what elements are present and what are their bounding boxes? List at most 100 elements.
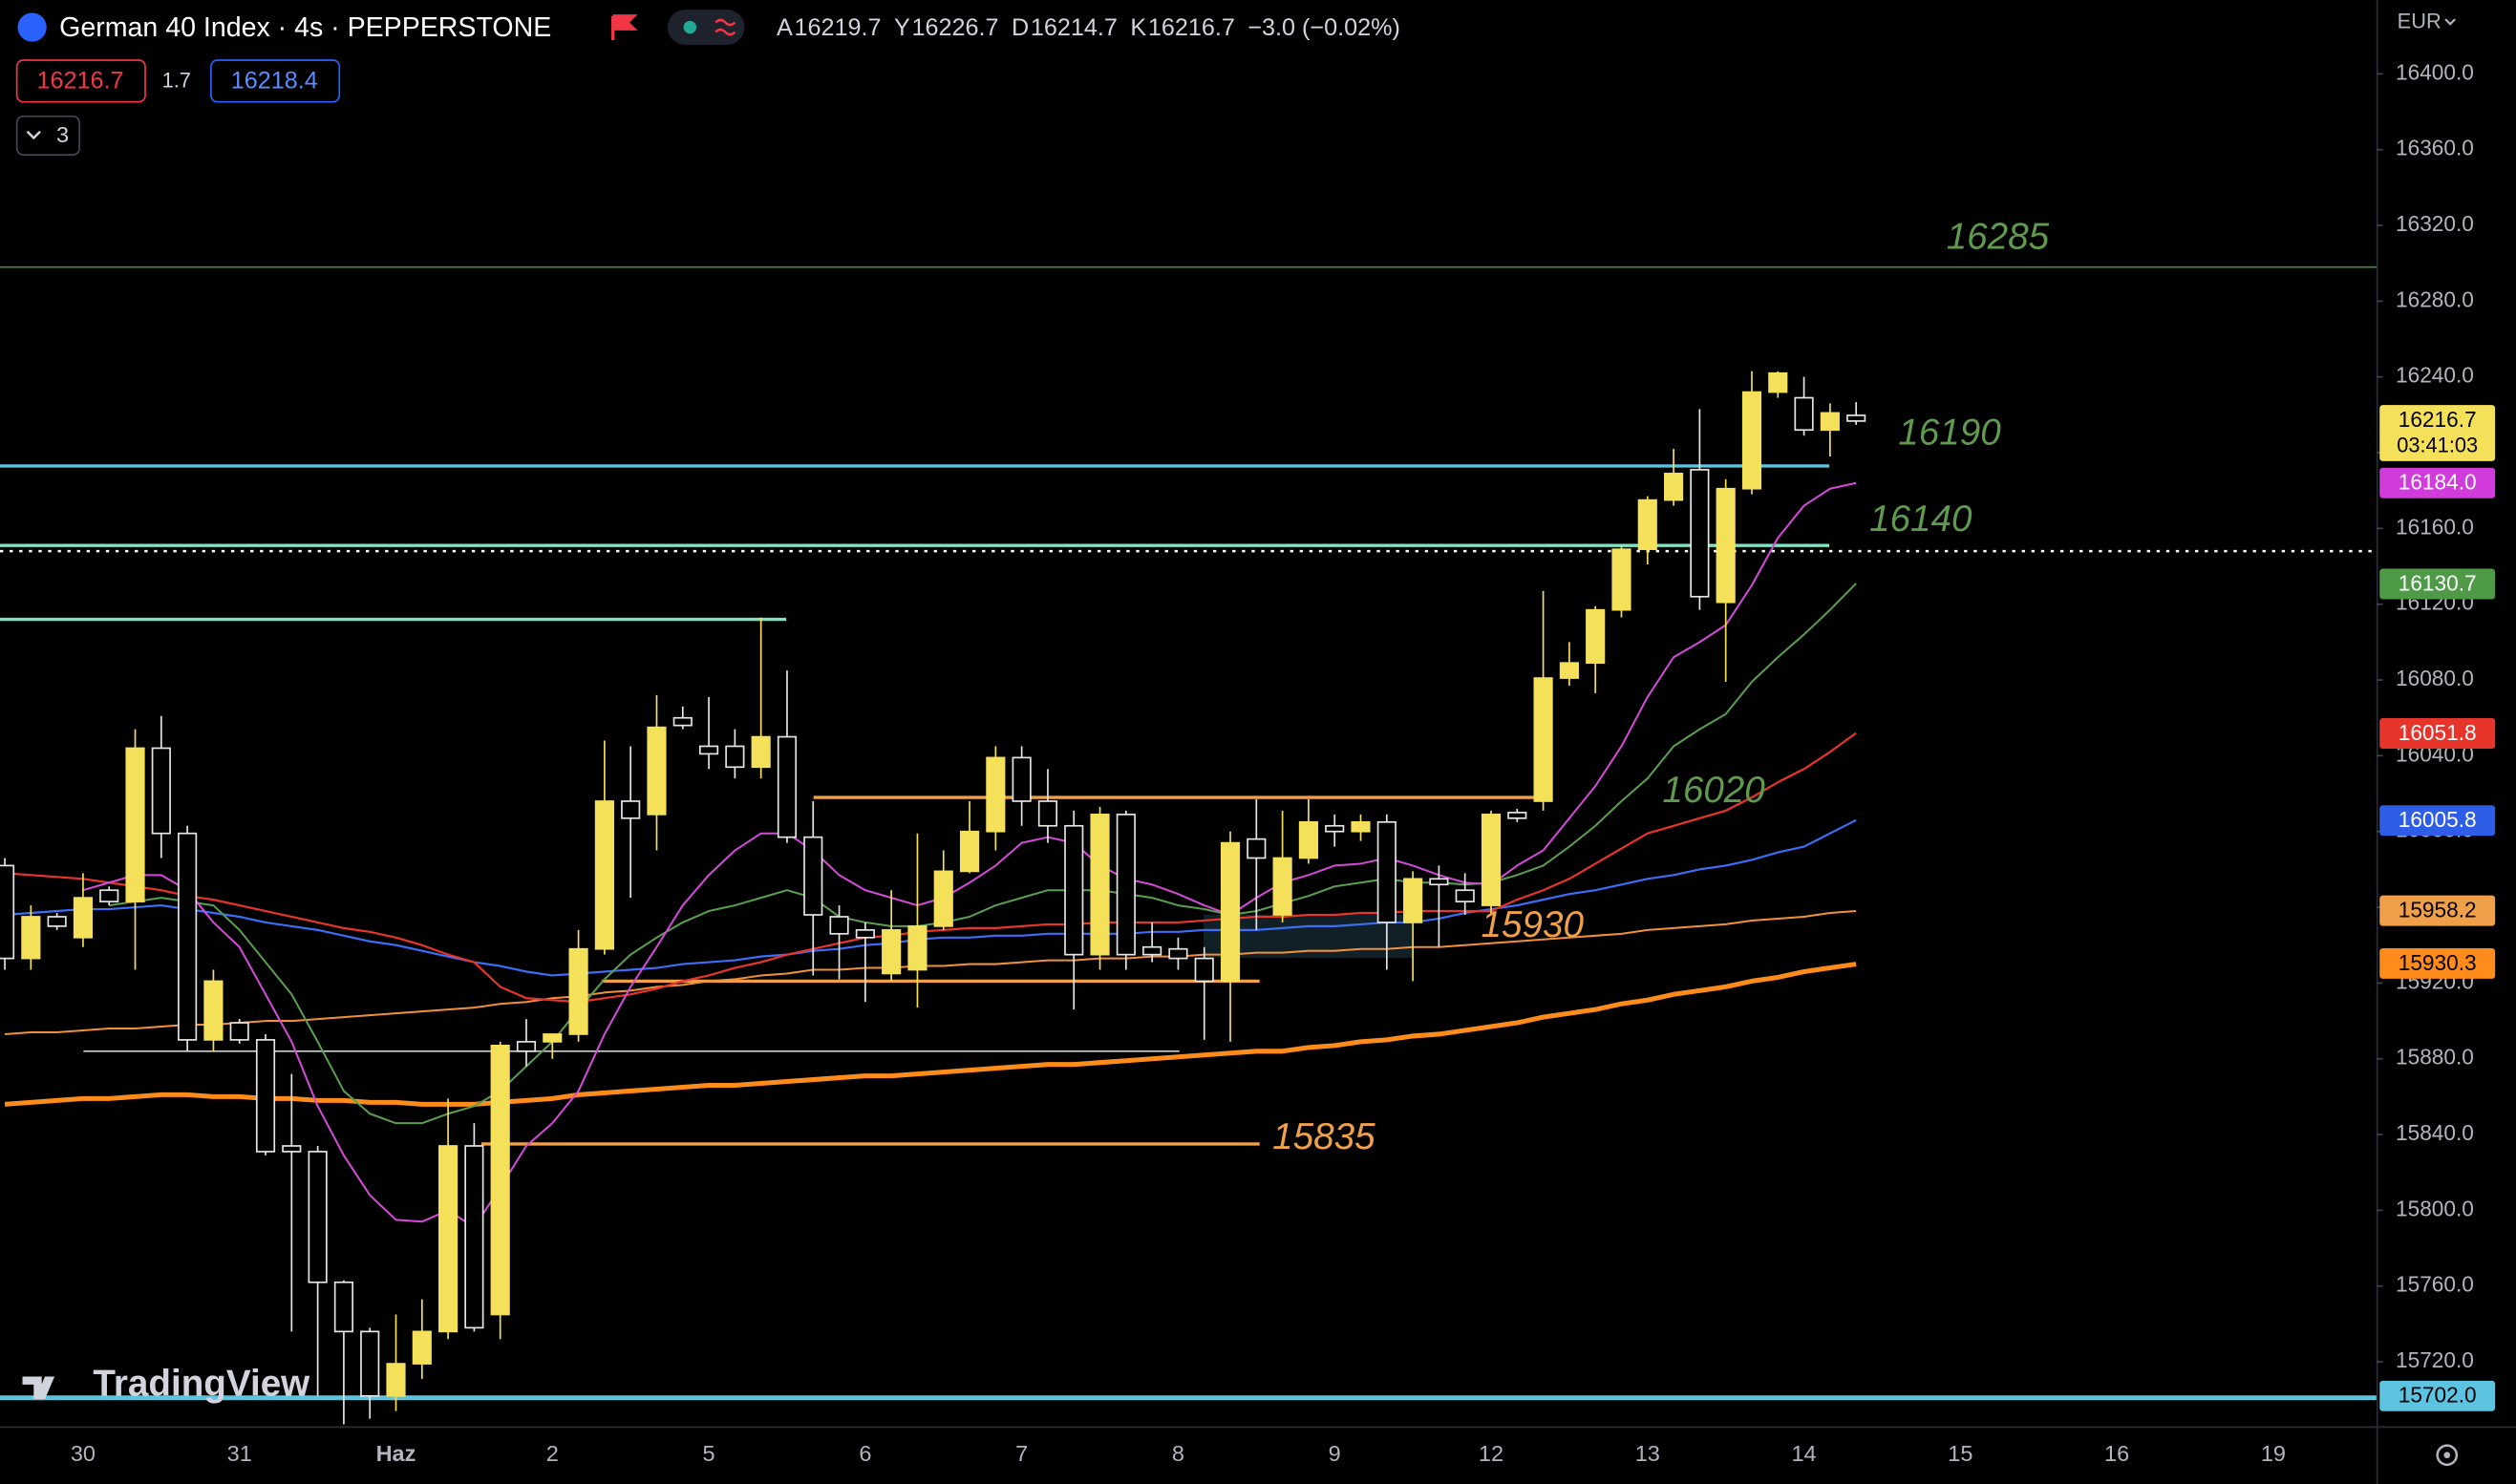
candle-body <box>21 916 41 960</box>
x-tick-label: 2 <box>546 1441 559 1466</box>
indicators-toggle[interactable] <box>15 115 80 156</box>
x-tick-label: 14 <box>1791 1441 1816 1466</box>
candle-body <box>1116 814 1136 956</box>
candle-body <box>1168 947 1188 960</box>
settings-icon <box>2443 1452 2451 1459</box>
candle-body <box>386 1363 406 1397</box>
candle-body <box>725 745 745 769</box>
candle-body <box>412 1330 432 1365</box>
candle-body <box>1142 945 1162 956</box>
x-tick-label: 31 <box>227 1441 252 1466</box>
ohlc-part: −3.0 (−0.02%) <box>1247 14 1400 41</box>
candle-body <box>1455 889 1475 902</box>
candle-body <box>1481 814 1502 906</box>
candle-body <box>1664 473 1684 501</box>
price-tag-label: 15958.2 <box>2399 897 2477 922</box>
x-tick-label: 6 <box>859 1441 871 1466</box>
x-tick-label: 30 <box>71 1441 96 1466</box>
annotation: 16140 <box>1869 498 1972 540</box>
annotation: 16020 <box>1662 770 1765 811</box>
candle-body <box>1586 608 1606 665</box>
candle-body <box>907 925 928 971</box>
annotation: 16190 <box>1898 412 2001 453</box>
x-tick-label: 16 <box>2104 1441 2129 1466</box>
candle-body <box>1325 824 1345 833</box>
candle-body <box>1820 412 1840 432</box>
price-tag <box>2379 805 2496 837</box>
x-tick-label: 15 <box>1948 1441 1972 1466</box>
sell-button[interactable] <box>15 59 146 103</box>
candle-body <box>1037 800 1058 827</box>
ohlc-part: K <box>1130 14 1146 41</box>
candle-body <box>0 864 15 960</box>
candle-body <box>698 745 719 755</box>
candle-body <box>1741 391 1762 490</box>
price-tag-label: 16184.0 <box>2399 470 2477 495</box>
candle-body <box>621 800 641 819</box>
candle-body <box>47 916 67 927</box>
ohlc-values: A 16219.7 Y 16226.7 D 16214.7 K 16216.7 −3.0 (−0… <box>777 14 1400 41</box>
x-tick-label: 13 <box>1635 1441 1660 1466</box>
x-tick-label: 12 <box>1479 1441 1503 1466</box>
candle-body <box>1064 824 1084 956</box>
candle-body <box>1298 820 1318 859</box>
candle-body <box>308 1151 328 1283</box>
y-tick-label: 16280.0 <box>2396 286 2474 311</box>
price-tag <box>2379 568 2496 600</box>
y-tick-label: 15880.0 <box>2396 1045 2474 1070</box>
candle-body <box>1403 878 1423 923</box>
y-tick-label: 16160.0 <box>2396 514 2474 539</box>
x-tick-label: 9 <box>1329 1441 1341 1466</box>
candle-body <box>959 830 980 873</box>
candle-body <box>1846 414 1866 422</box>
moving-average <box>4 731 1857 1004</box>
watermark-logo <box>22 1376 55 1399</box>
candle-body <box>1507 812 1527 819</box>
candle-body <box>1351 820 1371 833</box>
status-pill[interactable] <box>667 10 745 46</box>
buy-button[interactable] <box>210 59 341 103</box>
y-tick-label: 15800.0 <box>2396 1196 2474 1220</box>
y-tick-label: 15840.0 <box>2396 1120 2474 1145</box>
candle-body <box>594 800 614 950</box>
candle-body <box>360 1330 380 1397</box>
candle-body <box>99 889 119 902</box>
candle-body <box>855 929 875 939</box>
candle-body <box>1429 878 1449 886</box>
candle-body <box>178 832 198 1041</box>
candle-body <box>647 726 667 816</box>
moving-average <box>109 583 1857 1125</box>
y-tick-label: 16400.0 <box>2396 59 2474 84</box>
candle-body <box>986 756 1006 833</box>
candle-body <box>1559 662 1579 679</box>
moving-average <box>4 818 1857 977</box>
ohlc-part: A <box>777 14 793 41</box>
ohlc-part: 16214.7 <box>1031 14 1118 41</box>
symbol-title[interactable]: German 40 Index · 4s · PEPPERSTONE <box>59 12 551 43</box>
chevron-icon <box>2444 18 2456 26</box>
chevron-icon <box>26 130 41 140</box>
candle-body <box>490 1045 510 1316</box>
price-tag-label: 15702.0 <box>2399 1383 2477 1408</box>
ohlc-part: D <box>1012 14 1029 41</box>
y-tick-label: 16240.0 <box>2396 363 2474 388</box>
moving-average <box>4 962 1857 1107</box>
candle-body <box>464 1145 484 1329</box>
currency[interactable]: EUR <box>2398 9 2441 32</box>
settings-icon[interactable] <box>2436 1444 2459 1467</box>
buy-price: 16218.4 <box>231 67 318 94</box>
candle-body <box>203 980 224 1041</box>
flag-icon[interactable] <box>611 14 638 40</box>
candle-body <box>125 747 145 902</box>
price-tag <box>2379 405 2496 461</box>
candle-body <box>803 836 823 916</box>
price-tag-label: 15930.3 <box>2399 950 2477 975</box>
candle-body <box>1794 396 1814 432</box>
candle-body <box>1376 820 1397 923</box>
price-tag <box>2379 948 2496 979</box>
annotation: 15835 <box>1272 1116 1375 1157</box>
candle-body <box>882 929 902 975</box>
candle-body <box>1220 841 1241 983</box>
sell-price: 16216.7 <box>36 67 123 94</box>
